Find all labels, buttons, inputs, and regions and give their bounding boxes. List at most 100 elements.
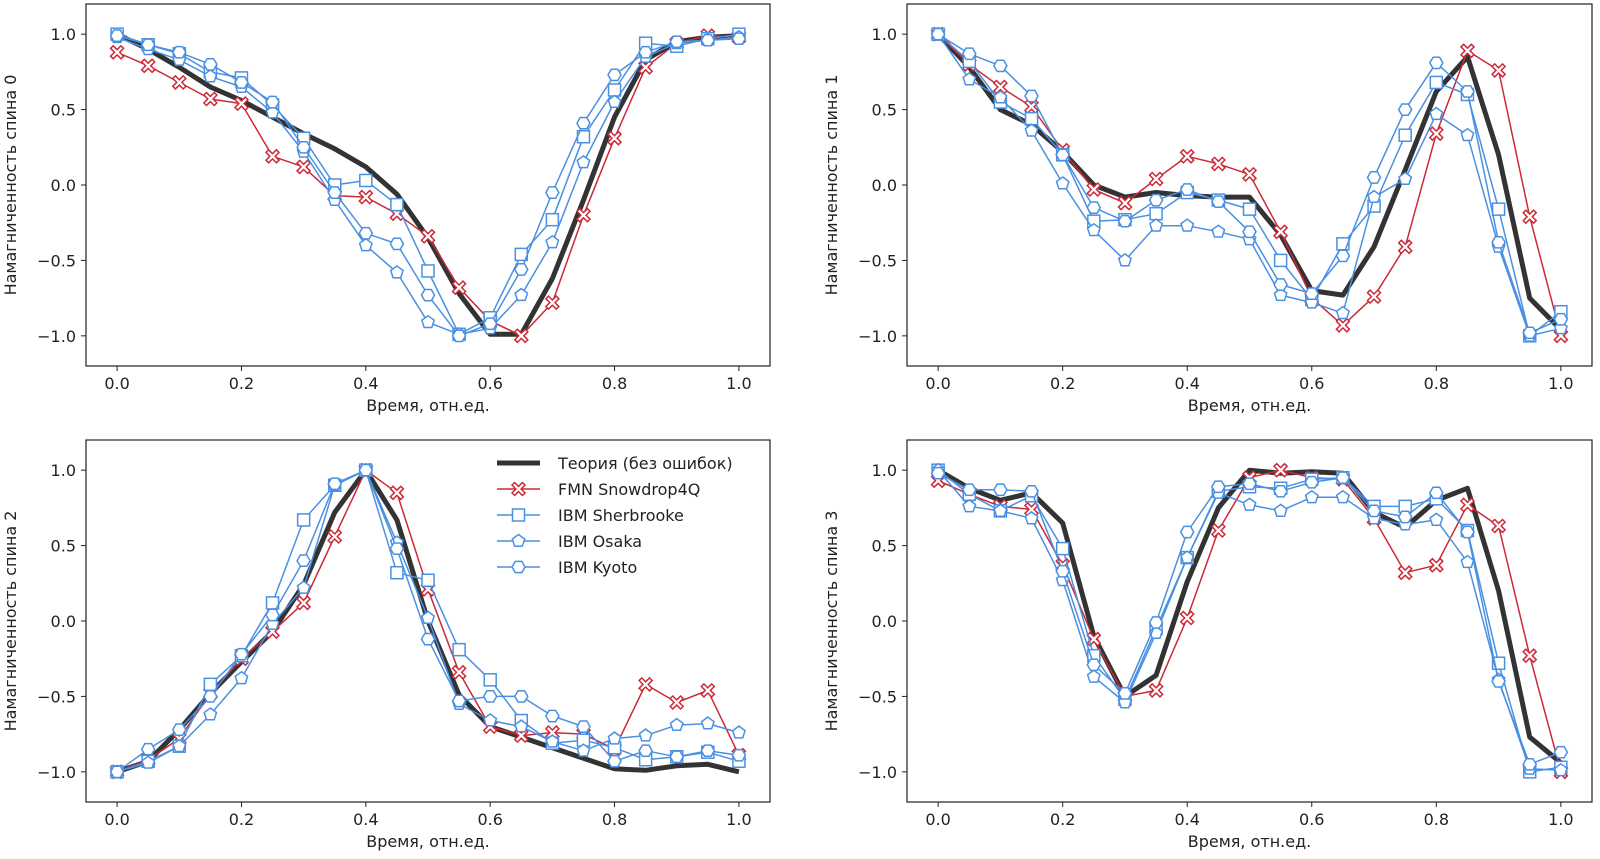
data-point <box>638 744 653 758</box>
data-point <box>1429 512 1444 526</box>
data-point <box>109 29 125 43</box>
data-point <box>576 154 591 169</box>
chart-panel-1: 0.0 0.2 0.4 0.6 0.8 1.0 −1.0 −0.5 0.0 0.5 1.0 Время… <box>822 3 1593 415</box>
data-point <box>358 226 374 240</box>
legend-entry: IBM Kyoto <box>558 558 637 577</box>
data-point <box>669 694 685 711</box>
data-point <box>1210 156 1226 172</box>
data-point <box>1397 565 1413 581</box>
data-point <box>1055 564 1071 578</box>
y-tick-label: −1.0 <box>858 763 897 782</box>
data-point <box>1335 471 1351 485</box>
y-tick-label: 1.0 <box>872 461 897 480</box>
data-point <box>607 754 622 768</box>
data-point <box>607 94 622 109</box>
data-point <box>993 483 1008 497</box>
data-point <box>638 45 653 59</box>
data-point <box>420 288 436 302</box>
series-line <box>936 467 1563 765</box>
data-point <box>421 264 435 278</box>
data-point <box>451 664 467 680</box>
data-point <box>700 744 716 758</box>
data-point <box>1428 56 1444 70</box>
data-point <box>993 90 1008 104</box>
data-point <box>1491 202 1506 216</box>
legend-entry: FMN Snowdrop4Q <box>558 480 700 499</box>
data-point <box>1211 195 1226 208</box>
data-point <box>171 723 187 736</box>
data-point <box>1398 171 1413 185</box>
data-point <box>607 83 622 97</box>
y-tick-label: 0.5 <box>51 537 76 556</box>
data-point <box>140 38 156 52</box>
data-point <box>1180 550 1195 564</box>
data-point <box>482 317 498 331</box>
data-point <box>962 71 977 86</box>
data-point <box>1553 312 1569 326</box>
data-point <box>1273 484 1288 498</box>
x-tick-label: 1.0 <box>1548 374 1573 393</box>
x-axis-label: Время, отн.ед. <box>1188 396 1312 415</box>
data-point <box>1429 75 1444 90</box>
x-tick-label: 0.4 <box>1175 810 1200 829</box>
data-point <box>389 265 404 279</box>
data-point <box>264 148 281 164</box>
data-point <box>962 498 977 513</box>
x-tick-label: 0.2 <box>1050 810 1075 829</box>
y-axis-label: Намагниченность спина 2 <box>1 511 20 732</box>
data-point <box>420 610 436 624</box>
legend: Теория (без ошибок) FMN Snowdrop4Q IBM She… <box>497 454 733 577</box>
x-tick-label: 0.2 <box>229 810 254 829</box>
data-point <box>296 595 312 611</box>
data-point <box>1522 757 1538 771</box>
data-point <box>1117 195 1133 211</box>
data-point <box>1149 206 1163 221</box>
data-point <box>700 716 715 730</box>
data-point <box>1210 522 1226 539</box>
data-point <box>482 690 498 703</box>
data-point <box>1367 189 1382 204</box>
data-point <box>233 96 250 112</box>
data-point <box>1273 224 1289 240</box>
data-point <box>420 632 436 646</box>
data-point <box>1273 278 1288 291</box>
x-tick-label: 0.8 <box>1424 810 1449 829</box>
data-point <box>1117 214 1133 228</box>
data-point <box>296 140 311 154</box>
data-point <box>1179 525 1195 539</box>
data-point <box>1180 218 1195 232</box>
legend-marker <box>510 481 527 497</box>
data-point <box>1024 123 1039 137</box>
x-tick-label: 0.0 <box>104 810 129 829</box>
data-point <box>109 44 125 60</box>
data-point <box>1179 183 1195 196</box>
data-point <box>513 690 529 703</box>
y-tick-label: 0.0 <box>51 612 76 631</box>
x-tick-label: 0.0 <box>925 374 950 393</box>
y-tick-label: 1.0 <box>51 25 76 44</box>
series-4 <box>930 27 1569 340</box>
data-point <box>700 33 716 47</box>
data-point <box>1273 287 1288 302</box>
series-4 <box>930 466 1569 771</box>
legend-marker <box>511 533 526 548</box>
data-point <box>576 743 591 757</box>
y-tick-label: 0.5 <box>872 537 897 556</box>
data-point <box>930 27 946 41</box>
data-point <box>1553 745 1569 759</box>
legend-entry: Теория (без ошибок) <box>557 454 733 473</box>
data-point <box>1491 62 1507 78</box>
data-point <box>1148 682 1164 698</box>
data-point <box>514 287 529 302</box>
data-point <box>141 755 156 769</box>
data-point <box>1398 128 1412 142</box>
data-point <box>544 295 560 311</box>
data-point <box>140 742 156 756</box>
data-point <box>1242 477 1257 491</box>
data-point <box>1024 89 1039 103</box>
data-point <box>1304 287 1320 300</box>
data-point <box>1397 510 1413 524</box>
x-tick-label: 1.0 <box>726 810 751 829</box>
data-point <box>1242 202 1257 216</box>
x-tick-label: 0.0 <box>925 810 950 829</box>
